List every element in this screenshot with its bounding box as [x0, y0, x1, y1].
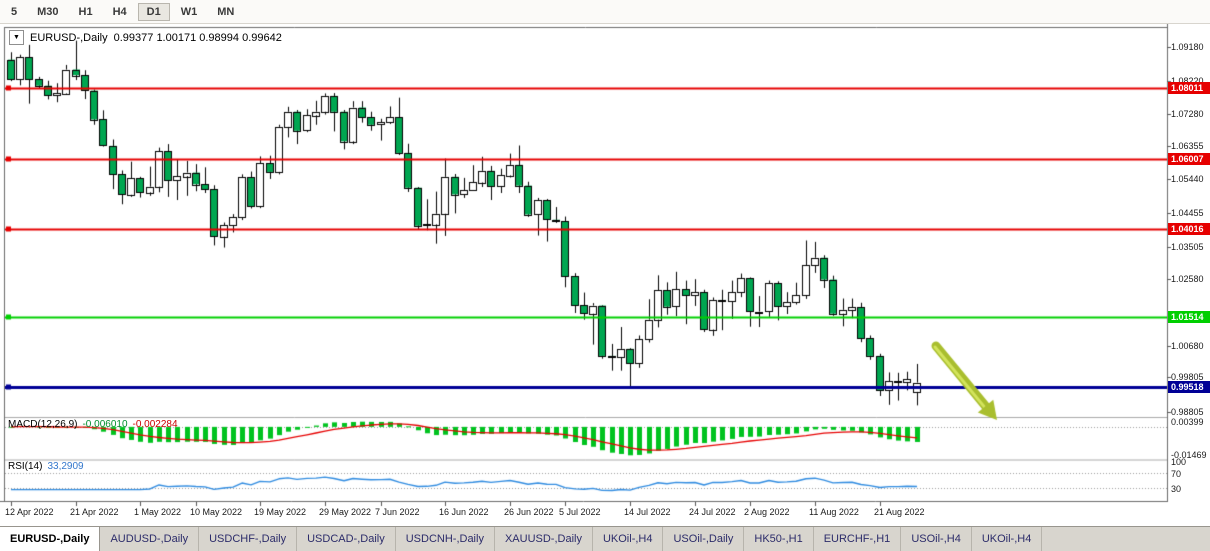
rsi-name: RSI(14): [8, 461, 43, 472]
chart-tab-xauusd-daily[interactable]: XAUUSD-,Daily: [495, 527, 593, 551]
macd-axis-label: -0.01469: [1171, 450, 1207, 460]
timeframe-button-h4[interactable]: H4: [112, 5, 127, 18]
price-axis-label: 1.04455: [1171, 208, 1204, 218]
macd-signal-value: -0.002284: [132, 419, 178, 430]
timeframe-toolbar: 5 M30 H1 H4 D1 W1 MN: [0, 0, 1210, 24]
price-axis-label: 1.07280: [1171, 109, 1204, 119]
chart-tab-usoil-h4[interactable]: USOil-,H4: [901, 527, 972, 551]
chart-tab-hk50-h1[interactable]: HK50-,H1: [744, 527, 814, 551]
macd-indicator-label: MACD(12,26,9) -0.006010 -0.002284: [8, 419, 178, 430]
price-axis-label: 1.03505: [1171, 242, 1204, 252]
time-axis-label: 29 May 2022: [319, 507, 372, 517]
time-axis-label: 14 Jul 2022: [624, 507, 671, 517]
price-level-badge: 1.06007: [1168, 153, 1210, 165]
time-axis-label: 26 Jun 2022: [504, 507, 554, 517]
chart-tabs-bar: EURUSD-,Daily AUDUSD-,Daily USDCHF-,Daily U…: [0, 526, 1210, 551]
chart-tab-ukoil-h4[interactable]: UKOil-,H4: [972, 527, 1043, 551]
price-axis-label: 1.00680: [1171, 341, 1204, 351]
rsi-indicator-label: RSI(14) 33,2909: [8, 461, 84, 472]
price-axis-label: 1.08220: [1171, 76, 1204, 86]
chart-tab-usoil-daily[interactable]: USOil-,Daily: [663, 527, 745, 551]
time-axis-label: 21 Apr 2022: [70, 507, 119, 517]
chart-tab-usdcad-daily[interactable]: USDCAD-,Daily: [297, 527, 396, 551]
time-axis-label: 12 Apr 2022: [5, 507, 54, 517]
rsi-value: 33,2909: [47, 461, 84, 472]
price-axis-label: 1.02580: [1171, 274, 1204, 284]
symbol-dropdown-icon[interactable]: ▼: [9, 30, 24, 45]
timeframe-button-mn[interactable]: MN: [217, 5, 235, 18]
chart-ohlc-values: 0.99377 1.00171 0.98994 0.99642: [113, 31, 282, 44]
timeframe-button-h1[interactable]: H1: [78, 5, 93, 18]
chart-tab-eurusd-daily[interactable]: EURUSD-,Daily: [0, 527, 101, 551]
price-level-badge: 1.08011: [1168, 82, 1210, 94]
macd-name: MACD(12,26,9): [8, 419, 78, 430]
price-axis-label: 0.99805: [1171, 372, 1204, 382]
rsi-axis-label: 100: [1171, 457, 1187, 467]
price-level-badge: 1.01514: [1168, 311, 1210, 323]
timeframe-button-m30[interactable]: M30: [37, 5, 59, 18]
chart-tab-ukoil-h4[interactable]: UKOil-,H4: [593, 527, 664, 551]
timeframe-button-d1[interactable]: D1: [137, 2, 170, 21]
price-axis-label: 1.09180: [1171, 42, 1204, 52]
price-level-badge: 0.99518: [1168, 381, 1210, 393]
time-axis-label: 10 May 2022: [190, 507, 243, 517]
timeframe-button-w1[interactable]: W1: [180, 5, 198, 18]
time-axis-label: 19 May 2022: [254, 507, 307, 517]
time-axis-label: 1 May 2022: [134, 507, 182, 517]
price-chart-canvas[interactable]: [0, 24, 1210, 527]
time-axis-label: 16 Jun 2022: [439, 507, 489, 517]
chart-tab-eurchf-h1[interactable]: EURCHF-,H1: [814, 527, 902, 551]
price-axis-label: 1.05440: [1171, 174, 1204, 184]
time-axis-label: 11 Aug 2022: [809, 507, 859, 517]
rsi-axis-label: 30: [1171, 484, 1182, 494]
chart-tab-audusd-daily[interactable]: AUDUSD-,Daily: [100, 527, 200, 551]
time-axis-label: 5 Jul 2022: [559, 507, 601, 517]
macd-axis-label: 0.00399: [1171, 417, 1204, 427]
chart-title: ▼ EURUSD-,Daily 0.99377 1.00171 0.98994 …: [9, 30, 282, 45]
price-axis-label: 0.98805: [1171, 407, 1204, 417]
rsi-axis-label: 70: [1171, 469, 1182, 479]
macd-main-value: -0.006010: [82, 419, 128, 430]
timeframe-button-5[interactable]: 5: [11, 5, 18, 18]
time-axis-label: 2 Aug 2022: [744, 507, 790, 517]
chart-tab-usdcnh-daily[interactable]: USDCNH-,Daily: [396, 527, 495, 551]
price-axis-label: 1.06355: [1171, 141, 1204, 151]
time-axis-label: 24 Jul 2022: [689, 507, 736, 517]
time-axis-label: 21 Aug 2022: [874, 507, 925, 517]
price-level-badge: 1.04016: [1168, 223, 1210, 235]
time-axis-label: 7 Jun 2022: [375, 507, 420, 517]
chart-tab-usdchf-daily[interactable]: USDCHF-,Daily: [199, 527, 298, 551]
chart-symbol-period: EURUSD-,Daily: [30, 31, 108, 44]
